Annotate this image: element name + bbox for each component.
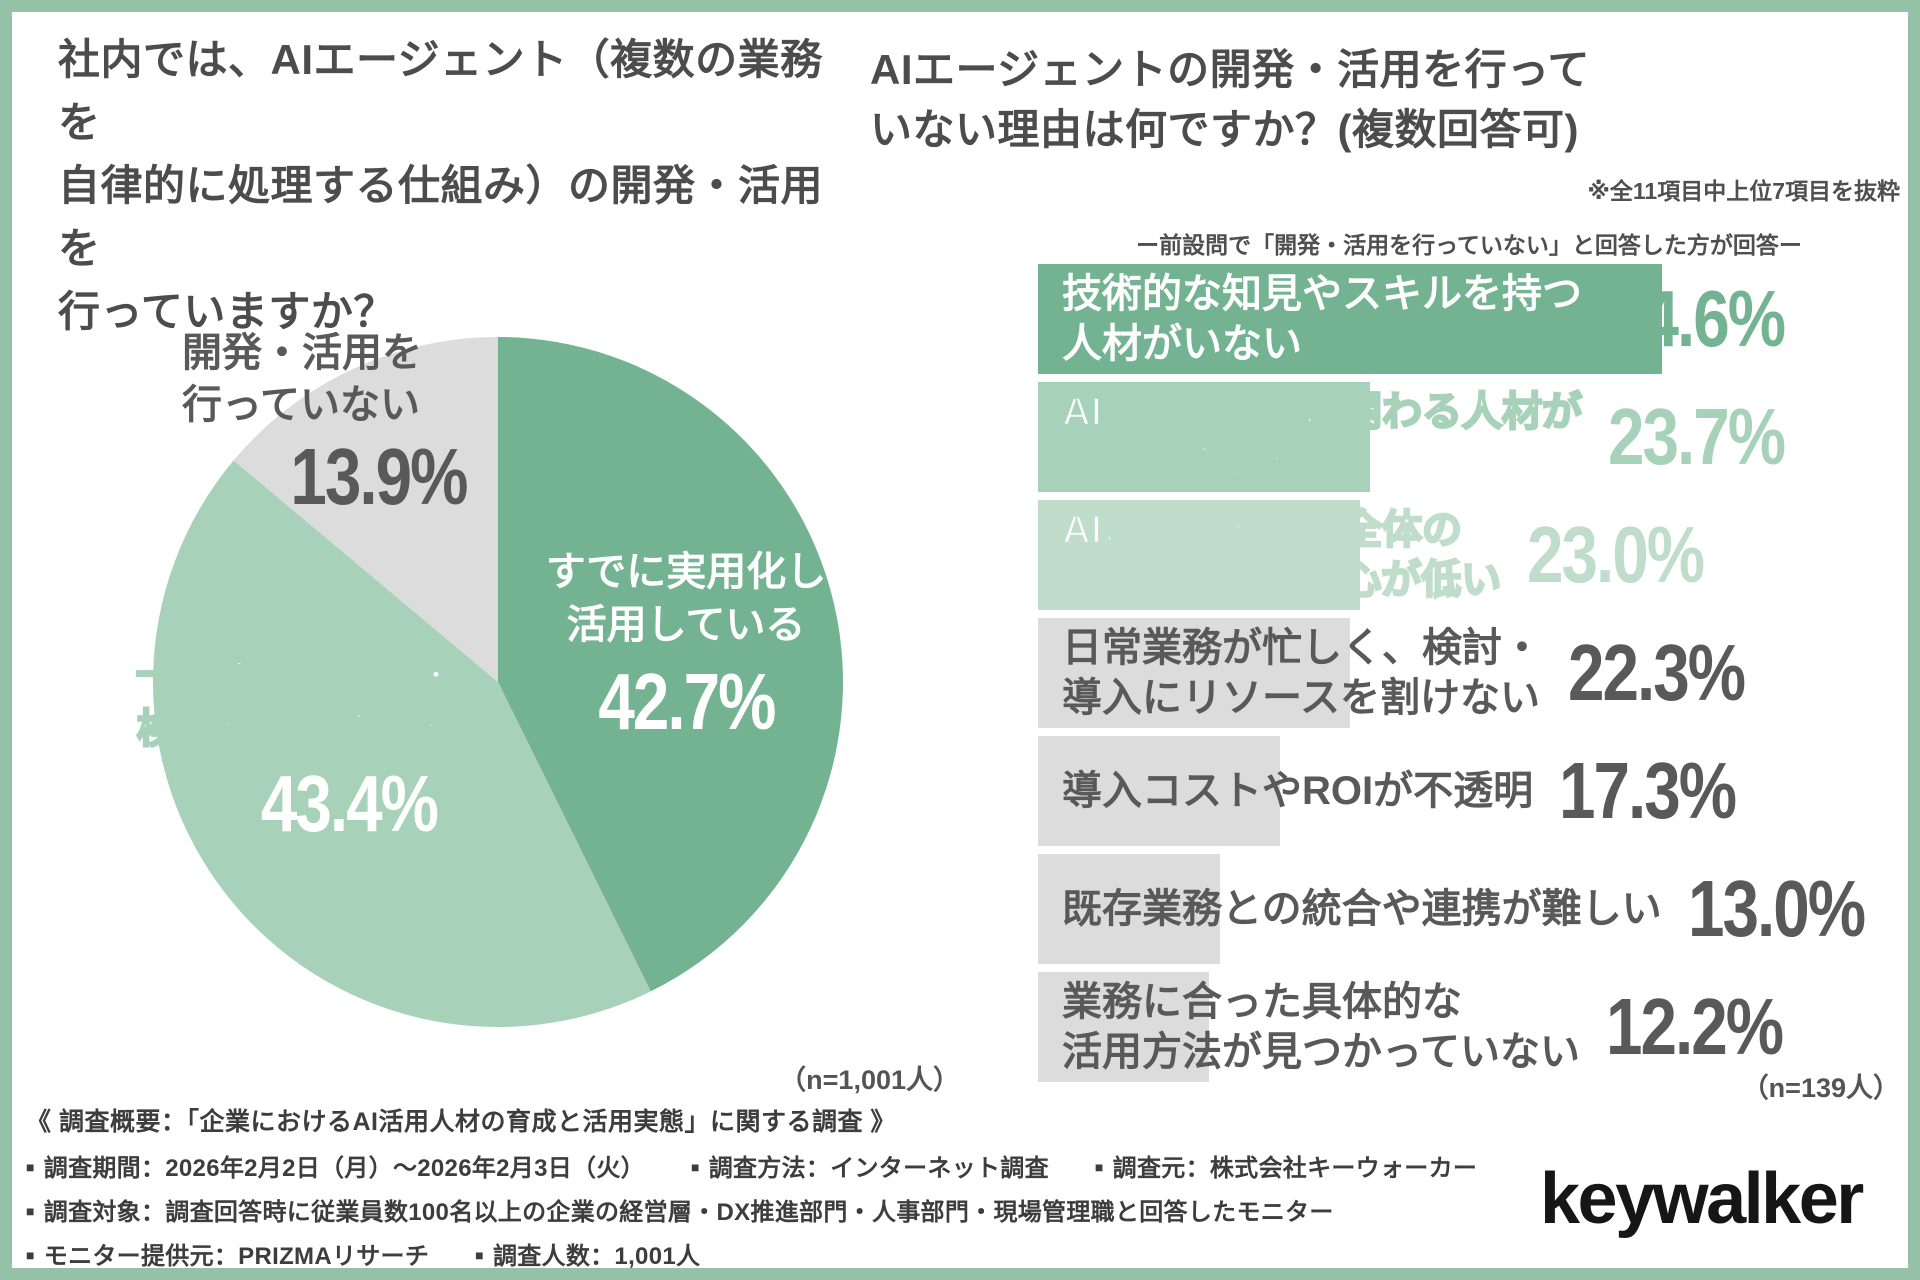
square-bullet-icon: ■ — [690, 1159, 700, 1175]
pie-value-in-use: 42.7% — [597, 656, 776, 746]
bar-value-2: 23.0% — [1527, 510, 1705, 599]
bar-label-2: AIに対する社内全体の リテラシーや関心が低い — [1061, 507, 1503, 604]
square-bullet-icon: ■ — [26, 1159, 35, 1175]
top7-extract-note: ※全11項目中上位7項目を抜粋 — [1587, 178, 1900, 204]
keywalker-logo: keywalker — [1540, 1159, 1864, 1239]
survey-overview-item-1-0: ■ 調査対象：調査回答時に従業員数100名以上の企業の経営層・DX推進部門・人事部… — [26, 1199, 1334, 1226]
bar-fill-5 — [1038, 854, 1220, 964]
survey-overview-item-text: 調査期間：2026年2月2日（月）〜2026年2月3日（火） — [43, 1155, 645, 1182]
bar-fill-1 — [1038, 382, 1370, 492]
square-bullet-icon: ■ — [475, 1247, 484, 1263]
pie-value-not-doing-row: 13.9% — [182, 431, 486, 523]
square-bullet-icon: ■ — [26, 1247, 35, 1263]
pie-label-trial: 一部で試験導入・ 検証を行っている 43.4% — [124, 650, 468, 850]
survey-overview-line-0: ■ 調査期間：2026年2月2日（月）〜2026年2月3日（火） ■ 調査方法：インタ… — [26, 1148, 1586, 1183]
pie-label-in-use: すでに実用化し 活用している 42.7% — [518, 546, 854, 748]
square-bullet-icon: ■ — [26, 1203, 35, 1219]
bar-row-1: AI開発や運用に関わる人材が 不足している 23.7% — [1038, 382, 1908, 492]
bar-content-2: AIに対する社内全体の リテラシーや関心が低い 23.0% — [1038, 500, 1742, 610]
pie-chart — [152, 336, 844, 1028]
pie-slice-0 — [498, 337, 843, 992]
bar-row-5: 既存業務との統合や連携が難しい 13.0% — [1038, 854, 1908, 964]
bar-fill-4 — [1038, 736, 1281, 846]
bar-row-6: 業務に合った具体的な 活用方法が見つかっていない 12.2% — [1038, 972, 1908, 1082]
bar-fill-3 — [1038, 618, 1351, 728]
respondent-filter-note: ー前設問で「開発・活用を行っていない」と回答した方が回答ー — [1136, 232, 1802, 258]
bar-value-0: 44.6% — [1608, 274, 1786, 363]
survey-overview-item-0-2: ■ 調査元：株式会社キーウォーカー — [1095, 1155, 1477, 1182]
bar-label-6: 業務に合った具体的な 活用方法が見つかっていない — [1062, 980, 1580, 1074]
pie-value-not-doing: 13.9% — [290, 432, 468, 521]
bar-content-5: 既存業務との統合や連携が難しい 13.0% — [1038, 854, 1902, 964]
bar-value-5: 13.0% — [1687, 864, 1866, 953]
survey-overview-item-text: モニター提供元：PRIZMAリサーチ — [43, 1243, 430, 1270]
bar-row-2: AIに対する社内全体の リテラシーや関心が低い 23.0% — [1038, 500, 1908, 610]
bar-value-6: 12.2% — [1606, 982, 1784, 1071]
bar-row-0: 技術的な知見やスキルを持つ 人材がいない 44.6% — [1038, 264, 1908, 374]
pie-slice-2 — [233, 337, 498, 682]
survey-overview-item-2-1: ■ 調査人数：1,001人 — [475, 1243, 700, 1270]
survey-overview-item-text: 調査方法：インターネット調査 — [708, 1155, 1049, 1182]
square-bullet-icon: ■ — [1094, 1159, 1104, 1175]
pie-label-trial-text: 一部で試験導入・ 検証を行っている — [135, 653, 458, 752]
bar-row-4: 導入コストやROIが不透明 17.3% — [1038, 736, 1908, 846]
bar-label-5: 既存業務との統合や連携が難しい — [1062, 887, 1662, 931]
bar-value-1: 23.7% — [1608, 392, 1786, 481]
survey-overview-item-2-0: ■ モニター提供元：PRIZMAリサーチ — [26, 1243, 429, 1270]
survey-overview-item-0-0: ■ 調査期間：2026年2月2日（月）〜2026年2月3日（火） — [26, 1155, 645, 1182]
bar-content-1: AI開発や運用に関わる人材が 不足している 23.7% — [1038, 382, 1823, 492]
pie-sample-size: （n=1,001人） — [779, 1065, 960, 1095]
bar-row-3: 日常業務が忙しく、検討・ 導入にリソースを割けない 22.3% — [1038, 618, 1908, 728]
survey-overview: 《 調査概要：「企業におけるAI活用人材の育成と活用実態」に関する調査 》 ■ 調… — [26, 1102, 1586, 1280]
survey-overview-item-text: 調査元：株式会社キーウォーカー — [1112, 1155, 1478, 1182]
bar-content-0: 技術的な知見やスキルを持つ 人材がいない 44.6% — [1038, 264, 1823, 374]
bar-fill-0 — [1038, 264, 1663, 374]
bar-value-3: 22.3% — [1568, 628, 1746, 717]
left-question-title: 社内では、AIエージェント（複数の業務を 自律的に処理する仕組み）の開発・活用を… — [58, 36, 824, 335]
survey-overview-item-text: 調査対象：調査回答時に従業員数100名以上の企業の経営層・DX推進部門・人事部門… — [43, 1199, 1334, 1226]
pie-slice-1 — [152, 460, 651, 1027]
pie-label-not-doing: 開発・活用を 行っていない 13.9% — [182, 327, 486, 523]
right-question-title: AIエージェントの開発・活用を行って いない理由は何ですか？(複数回答可) — [870, 46, 1591, 153]
bar-label-1: AI開発や運用に関わる人材が 不足している — [1061, 389, 1584, 486]
pie-label-not-doing-text: 開発・活用を 行っていない — [182, 331, 422, 427]
bar-label-3: 日常業務が忙しく、検討・ 導入にリソースを割けない — [1062, 626, 1542, 720]
bar-sample-size: （n=139人） — [1741, 1073, 1900, 1103]
bar-content-3: 日常業務が忙しく、検討・ 導入にリソースを割けない 22.3% — [1038, 618, 1783, 728]
bar-content-4: 導入コストやROIが不透明 17.3% — [1038, 736, 1774, 846]
bar-content-6: 業務に合った具体的な 活用方法が見つかっていない 12.2% — [1038, 972, 1821, 1082]
bar-fill-2 — [1038, 500, 1360, 610]
bar-label-0: 技術的な知見やスキルを持つ 人材がいない — [1062, 272, 1582, 366]
survey-overview-line-1: ■ 調査対象：調査回答時に従業員数100名以上の企業の経営層・DX推進部門・人事部… — [26, 1192, 1586, 1227]
bar-label-4: 導入コストやROIが不透明 — [1062, 769, 1534, 813]
survey-overview-item-0-1: ■ 調査方法：インターネット調査 — [691, 1155, 1049, 1182]
pie-svg — [152, 337, 843, 1027]
bar-fill-6 — [1038, 972, 1209, 1082]
survey-overview-lines: ■ 調査期間：2026年2月2日（月）〜2026年2月3日（火） ■ 調査方法：インタ… — [26, 1148, 1586, 1271]
survey-overview-title: 《 調査概要：「企業におけるAI活用人材の育成と活用実態」に関する調査 》 — [26, 1108, 896, 1136]
pie-label-in-use-text: すでに実用化し 活用している — [545, 550, 827, 647]
survey-overview-line-2: ■ モニター提供元：PRIZMAリサーチ ■ 調査人数：1,001人 — [26, 1236, 1586, 1271]
bar-chart: 技術的な知見やスキルを持つ 人材がいない 44.6% AI開発や運用に関わる人材が … — [1038, 264, 1908, 1090]
bar-value-4: 17.3% — [1559, 746, 1737, 835]
pie-value-trial: 43.4% — [260, 758, 438, 848]
survey-overview-item-text: 調査人数：1,001人 — [492, 1243, 701, 1270]
